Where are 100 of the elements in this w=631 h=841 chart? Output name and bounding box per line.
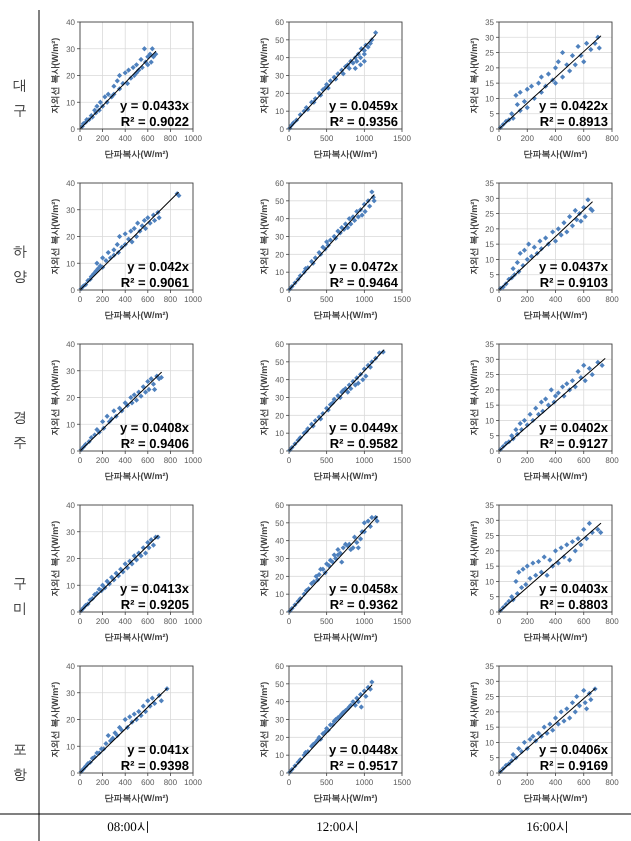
y-tick-label: 40 — [66, 662, 76, 671]
x-tick-label: 600 — [577, 456, 591, 465]
x-tick-label: 600 — [141, 778, 156, 787]
x-tick-label: 200 — [520, 617, 534, 626]
x-axis-title: 단파복사(W/m²) — [314, 149, 378, 159]
text: 08:00시 — [107, 819, 150, 834]
x-axis-title: 단파복사(W/m²) — [524, 632, 588, 642]
x-tick-label: 500 — [320, 778, 334, 787]
y-tick-label: 35 — [485, 340, 495, 349]
y-tick-label: 25 — [485, 532, 495, 541]
y-tick-label: 25 — [485, 692, 495, 702]
y-tick-label: 10 — [275, 590, 285, 600]
x-tick-label: 800 — [164, 456, 178, 465]
y-tick-label: 35 — [485, 662, 495, 671]
x-tick-label: 600 — [141, 617, 156, 626]
y-tick-label: 30 — [66, 688, 76, 698]
y-tick-label: 20 — [485, 546, 495, 556]
y-tick-label: 0 — [490, 286, 495, 295]
x-axis-title: 단파복사(W/m²) — [314, 471, 378, 481]
x-tick-label: 0 — [496, 456, 502, 465]
x-axis-title: 단파복사(W/m²) — [104, 310, 168, 320]
x-tick-label: 0 — [286, 456, 292, 465]
text: 대구 — [13, 79, 27, 119]
annotation: R² = 0.9356 — [330, 114, 398, 129]
annotation: y = 0.0449x — [328, 420, 399, 435]
y-tick-label: 10 — [485, 416, 495, 426]
y-tick-label: 40 — [66, 18, 76, 27]
annotation: y = 0.0448x — [328, 742, 399, 757]
y-tick-label: 25 — [485, 210, 495, 219]
y-tick-label: 10 — [275, 107, 285, 116]
y-tick-label: 30 — [66, 528, 76, 537]
y-tick-label: 30 — [66, 206, 76, 215]
x-tick-label: 800 — [605, 295, 620, 304]
y-tick-label: 40 — [275, 376, 285, 385]
y-axis-title: 자외선 복사(W/m²) — [50, 38, 60, 114]
x-tick-label: 200 — [520, 134, 534, 143]
x-tick-label: 800 — [605, 134, 620, 143]
x-tick-label: 1500 — [393, 456, 412, 465]
x-tick-label: 1000 — [355, 617, 374, 626]
x-tick-label: 600 — [577, 778, 591, 787]
y-tick-label: 30 — [485, 677, 495, 686]
y-tick-label: 60 — [275, 18, 285, 27]
annotation: y = 0.0406x — [538, 742, 609, 757]
y-tick-label: 20 — [485, 64, 495, 73]
y-tick-label: 40 — [66, 501, 76, 510]
y-tick-label: 60 — [275, 662, 285, 671]
x-tick-label: 400 — [548, 456, 563, 465]
text: 12:00시 — [316, 819, 359, 834]
y-tick-label: 30 — [66, 366, 76, 376]
x-tick-label: 600 — [141, 134, 156, 143]
annotation: y = 0.0458x — [328, 581, 399, 596]
y-tick-label: 30 — [485, 516, 495, 526]
y-tick-label: 30 — [275, 554, 285, 564]
y-tick-label: 50 — [275, 518, 285, 528]
y-axis-title: 자외선 복사(W/m²) — [50, 198, 60, 274]
y-axis-title: 자외선 복사(W/m²) — [259, 38, 269, 114]
y-tick-label: 30 — [66, 44, 76, 54]
x-tick-label: 400 — [118, 617, 132, 626]
x-tick-label: 400 — [548, 134, 563, 143]
y-tick-label: 0 — [70, 769, 76, 778]
x-tick-label: 400 — [118, 778, 132, 787]
y-tick-label: 10 — [485, 738, 495, 748]
x-axis-title: 단파복사(W/m²) — [524, 310, 588, 320]
y-tick-label: 15 — [485, 240, 495, 250]
y-tick-label: 10 — [275, 751, 285, 760]
x-tick-label: 0 — [286, 778, 292, 787]
y-axis-title: 자외선 복사(W/m²) — [259, 520, 269, 596]
y-axis-title: 자외선 복사(W/m²) — [469, 520, 479, 596]
text: 구미 — [13, 577, 27, 617]
y-axis-title: 자외선 복사(W/m²) — [469, 198, 479, 274]
y-axis-title: 자외선 복사(W/m²) — [469, 682, 479, 758]
x-axis-title: 단파복사(W/m²) — [314, 632, 378, 642]
x-tick-label: 400 — [118, 456, 132, 465]
y-tick-label: 40 — [66, 340, 76, 349]
x-axis-title: 단파복사(W/m²) — [104, 149, 168, 159]
y-tick-label: 0 — [70, 608, 76, 617]
y-tick-label: 60 — [275, 179, 285, 188]
y-tick-label: 60 — [275, 340, 285, 349]
x-tick-label: 0 — [496, 778, 502, 787]
y-tick-label: 0 — [280, 125, 285, 134]
y-tick-label: 20 — [66, 554, 76, 564]
x-axis-title: 단파복사(W/m²) — [524, 149, 588, 159]
x-tick-label: 1000 — [184, 617, 202, 626]
annotation: y = 0.0437x — [538, 259, 609, 274]
y-axis-title: 자외선 복사(W/m²) — [259, 198, 269, 274]
y-tick-label: 10 — [485, 255, 495, 264]
y-tick-label: 0 — [280, 608, 285, 617]
x-tick-label: 0 — [78, 778, 83, 787]
y-tick-label: 40 — [275, 54, 285, 63]
annotation: y = 0.0433x — [120, 98, 190, 113]
x-tick-label: 600 — [577, 295, 591, 304]
x-tick-label: 400 — [548, 617, 563, 626]
y-tick-label: 10 — [66, 98, 76, 108]
y-tick-label: 35 — [485, 18, 495, 27]
x-tick-label: 0 — [78, 617, 83, 626]
annotation: R² = 0.9103 — [540, 275, 608, 290]
x-tick-label: 500 — [320, 456, 334, 465]
x-tick-label: 400 — [548, 295, 563, 304]
x-tick-label: 800 — [164, 134, 178, 143]
y-tick-label: 20 — [66, 716, 76, 724]
